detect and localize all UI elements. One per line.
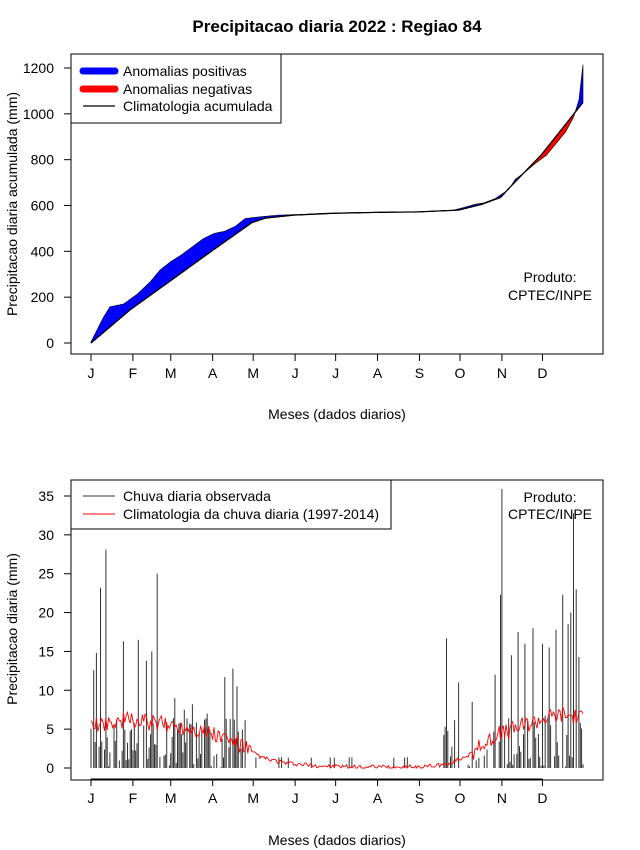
y-tick-label: 200 <box>31 289 55 305</box>
daily-chart: 0 5 10 15 20 25 30 35 J F M A M J J A S O N D Chuva diaria… <box>4 479 604 848</box>
month-tick-label: F <box>129 365 138 381</box>
credit-line-1: Produto: <box>524 269 577 285</box>
y-tick-label: 800 <box>31 152 55 168</box>
daily-climatology-line <box>90 707 584 769</box>
y-tick-label: 20 <box>38 605 54 621</box>
negative-anomaly-area <box>90 102 584 344</box>
month-tick-label: F <box>129 790 138 806</box>
month-tick-label: S <box>415 365 424 381</box>
y-tick-label: 1000 <box>23 106 54 122</box>
daily-observed-bars <box>90 489 584 768</box>
daily-x-axis-label: Meses (dados diarios) <box>268 832 406 848</box>
legend-observed-label: Chuva diaria observada <box>123 488 271 504</box>
month-tick-label: M <box>165 790 177 806</box>
y-tick-label: 600 <box>31 198 55 214</box>
y-tick-label: 0 <box>46 760 54 776</box>
month-tick-label: J <box>292 790 299 806</box>
month-tick-label: M <box>247 790 259 806</box>
month-tick-label: S <box>415 790 424 806</box>
y-tick-label: 35 <box>38 488 54 504</box>
month-tick-label: J <box>332 790 339 806</box>
y-tick-label: 15 <box>38 643 54 659</box>
y-tick-label: 5 <box>46 721 54 737</box>
month-tick-label: A <box>208 365 218 381</box>
accumulated-y-axis-label: Precipitacao diaria acumulada (mm) <box>4 92 20 316</box>
accumulated-plot-frame <box>70 53 604 355</box>
legend-negative-label: Anomalias negativas <box>123 81 252 97</box>
y-tick-label: 0 <box>46 335 54 351</box>
legend-climatology-label: Climatologia acumulada <box>123 98 273 114</box>
legend-positive-label: Anomalias positivas <box>123 63 247 79</box>
month-tick-label: M <box>247 365 259 381</box>
month-tick-label: D <box>537 790 547 806</box>
y-tick-label: 25 <box>38 566 54 582</box>
y-tick-label: 400 <box>31 243 55 259</box>
y-tick-label: 1200 <box>23 60 54 76</box>
month-tick-label: J <box>88 365 95 381</box>
month-tick-label: O <box>455 790 466 806</box>
month-tick-label: A <box>208 790 218 806</box>
accumulated-x-axis-label: Meses (dados diarios) <box>268 406 406 422</box>
daily-credit-line-2: CPTEC/INPE <box>508 506 592 522</box>
month-tick-label: D <box>537 365 547 381</box>
daily-credit-line-1: Produto: <box>524 489 577 505</box>
month-tick-label: A <box>373 365 383 381</box>
y-tick-label: 30 <box>38 527 54 543</box>
month-tick-label: J <box>332 365 339 381</box>
daily-y-ticks: 0 5 10 15 20 25 30 35 <box>38 488 71 776</box>
month-tick-label: N <box>497 365 507 381</box>
month-tick-label: N <box>497 790 507 806</box>
daily-y-axis-label: Precipitacao diaria (mm) <box>4 553 20 705</box>
accumulated-chart: 0 200 400 600 800 1000 1200 J F M A M J J A S O N D Anoma… <box>4 53 604 422</box>
month-tick-label: M <box>165 365 177 381</box>
figure-title: Precipitacao diaria 2022 : Regiao 84 <box>192 17 482 36</box>
daily-legend-box <box>70 479 392 530</box>
credit-line-2: CPTEC/INPE <box>508 287 592 303</box>
month-tick-label: J <box>88 790 95 806</box>
daily-legend: Chuva diaria observada Climatologia da c… <box>70 479 392 530</box>
accumulated-legend: Anomalias positivas Anomalias negativas … <box>70 53 282 124</box>
month-tick-label: O <box>455 365 466 381</box>
month-tick-label: J <box>292 365 299 381</box>
climatology-accumulated-line <box>90 101 584 344</box>
y-tick-label: 10 <box>38 682 54 698</box>
legend-daily-climatology-label: Climatologia da chuva diaria (1997-2014) <box>123 506 379 522</box>
month-tick-label: A <box>373 790 383 806</box>
accumulated-y-ticks: 0 200 400 600 800 1000 1200 <box>23 60 71 351</box>
